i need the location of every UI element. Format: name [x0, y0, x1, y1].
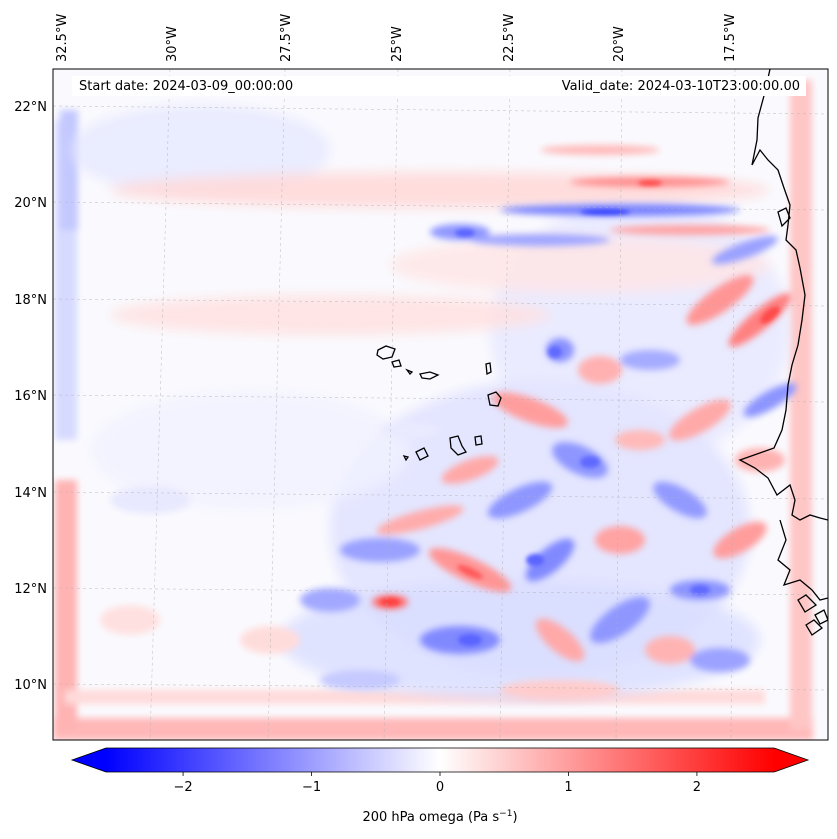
colorbar-outline — [70, 747, 810, 773]
lat-label-22n: 22°N — [14, 100, 47, 115]
lon-label-20w: 20°W — [612, 26, 627, 62]
gridlines — [53, 69, 828, 740]
lon-label-22-5w: 22.5°W — [502, 14, 517, 62]
longitude-labels: 32.5°W 30°W 27.5°W 25°W 22.5°W 20°W 17.5… — [55, 14, 738, 62]
sharp-features — [380, 180, 780, 646]
lat-label-18n: 18°N — [14, 293, 47, 308]
colorbar-gradient — [106, 748, 774, 772]
lon-label-17-5w: 17.5°W — [723, 14, 738, 62]
colorbar-label: 200 hPa omega (Pa s−1) — [362, 809, 517, 825]
colorbar-tick-label: 1 — [564, 780, 572, 795]
lon-label-32-5w: 32.5°W — [55, 14, 70, 62]
omega-field — [53, 69, 828, 740]
map-frame — [52, 68, 829, 741]
regional-shading — [70, 105, 790, 700]
lat-label-20n: 20°N — [14, 196, 47, 211]
colorbar: −2 −1 0 1 2 200 hPa omega (Pa s−1) — [70, 747, 810, 825]
colorbar-extend-max — [774, 748, 808, 772]
lat-label-10n: 10°N — [14, 678, 47, 693]
colorbar-tick-label: −2 — [173, 780, 192, 795]
coastlines — [376, 69, 828, 636]
colorbar-ticks: −2 −1 0 1 2 — [173, 772, 701, 795]
lon-label-27-5w: 27.5°W — [279, 14, 294, 62]
start-date-label: Start date: 2024-03-09_00:00:00 — [79, 79, 293, 94]
valid-date-label: Valid_date: 2024-03-10T23:00:00.00 — [562, 79, 800, 94]
colorbar-extend-min — [72, 748, 106, 772]
colorbar-tick-label: −1 — [302, 780, 321, 795]
date-header-background — [72, 76, 806, 96]
colorbar-tick-label: 0 — [436, 780, 444, 795]
lat-label-12n: 12°N — [14, 582, 47, 597]
lat-label-16n: 16°N — [14, 389, 47, 404]
african-coastline — [738, 69, 828, 521]
colorbar-tick-label: 2 — [693, 780, 701, 795]
latitude-labels: 22°N 20°N 18°N 16°N 14°N 12°N 10°N — [14, 100, 47, 693]
cape-verde-santo-antao — [376, 345, 396, 360]
lon-label-30w: 30°W — [165, 26, 180, 62]
lat-label-14n: 14°N — [14, 486, 47, 501]
boundary-frame — [53, 80, 813, 740]
lon-label-25w: 25°W — [390, 26, 405, 62]
